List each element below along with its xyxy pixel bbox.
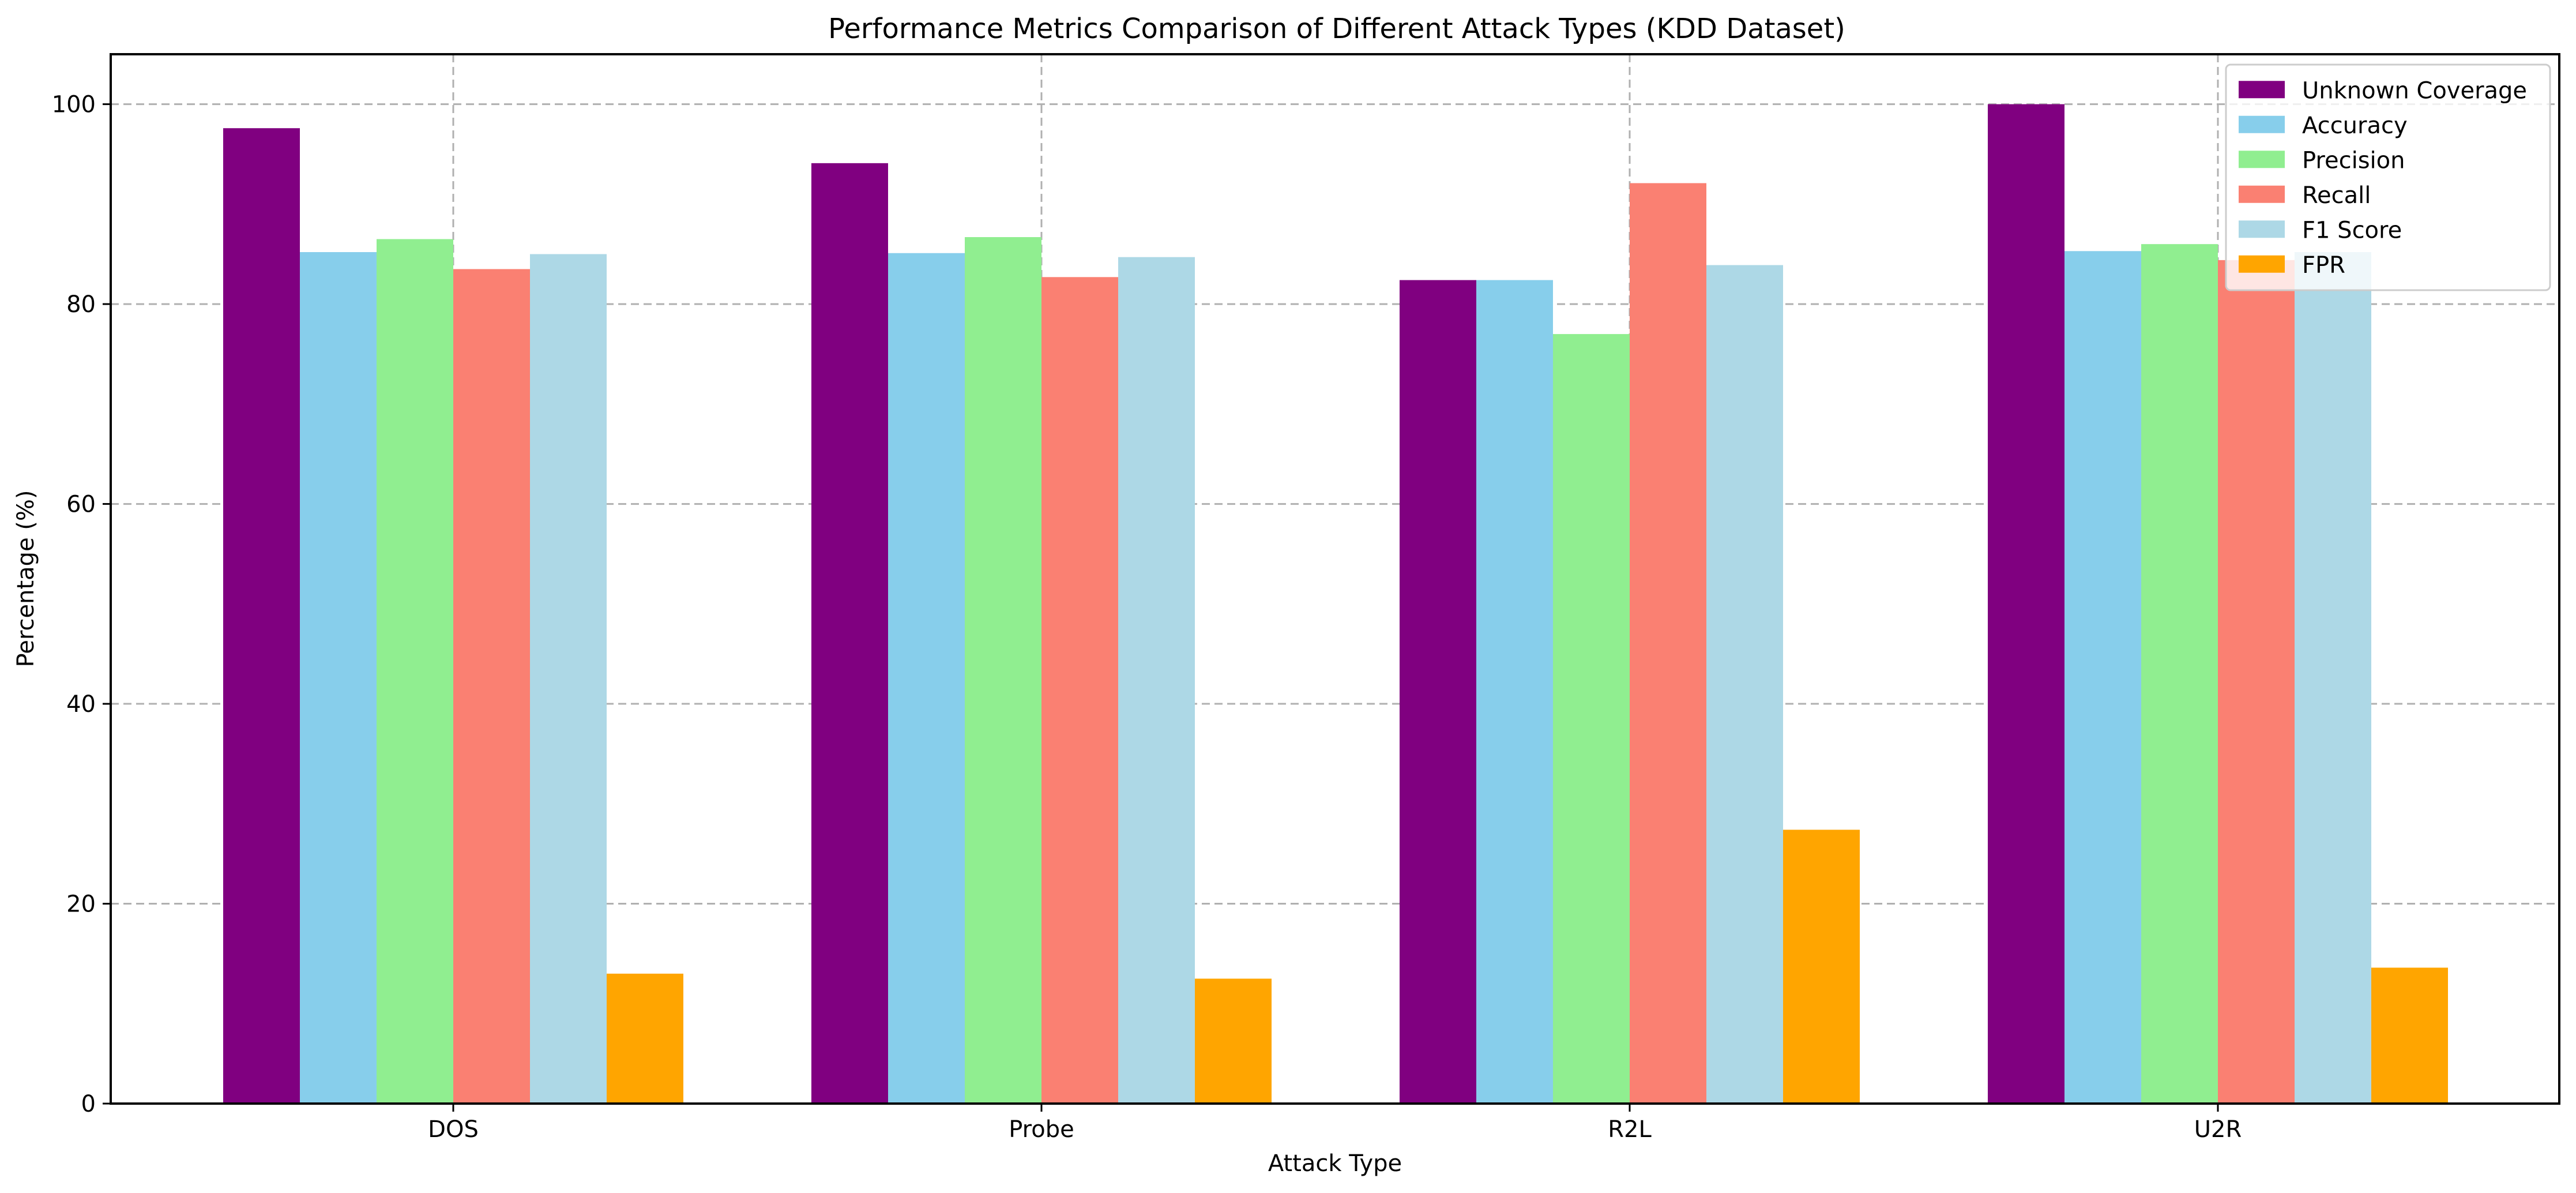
bar: [1041, 277, 1118, 1104]
x-tick-label: R2L: [1608, 1116, 1652, 1143]
bar: [607, 973, 683, 1104]
legend-swatch: [2239, 81, 2285, 99]
y-tick-label: 40: [66, 691, 96, 718]
y-tick-label: 80: [66, 291, 96, 318]
y-tick-label: 60: [66, 492, 96, 518]
y-tick-label: 100: [52, 92, 96, 118]
legend: Unknown Coverage Accuracy Precision Recall F…: [2225, 63, 2551, 291]
bar: [2141, 244, 2218, 1104]
bar: [2371, 967, 2448, 1104]
legend-swatch: [2239, 115, 2285, 133]
axis-ticks: 0 20 40 60 80 100 DOS Probe R2L U2R: [52, 92, 2242, 1143]
bar: [2295, 252, 2371, 1104]
bar: [1476, 280, 1553, 1104]
chart-title: Performance Metrics Comparison of Differ…: [828, 13, 1845, 45]
x-axis-label: Attack Type: [1268, 1150, 1402, 1177]
bar: [1400, 280, 1476, 1104]
bar: [965, 237, 1041, 1104]
legend-label: Precision: [2302, 147, 2405, 174]
bar: [377, 239, 453, 1104]
legend-label: Recall: [2302, 182, 2371, 209]
bar: [1988, 104, 2064, 1104]
y-tick-label: 0: [81, 1091, 96, 1117]
bar: [811, 163, 888, 1104]
bar: [453, 269, 530, 1104]
legend-swatch: [2239, 151, 2285, 168]
bar: [1195, 978, 1272, 1104]
legend-label: FPR: [2302, 252, 2345, 279]
bar: [1553, 334, 1630, 1104]
x-tick-label: Probe: [1009, 1116, 1074, 1143]
bars: [223, 104, 2448, 1104]
legend-label: Unknown Coverage: [2302, 77, 2527, 104]
plot-frame: [110, 53, 2560, 1105]
bar: [2064, 251, 2141, 1104]
legend-swatch: [2239, 185, 2285, 203]
legend-label: Accuracy: [2302, 112, 2408, 139]
bar: [300, 252, 377, 1104]
y-tick-label: 20: [66, 891, 96, 918]
bar: [1783, 830, 1860, 1104]
bar: [530, 254, 607, 1104]
legend-swatch: [2239, 220, 2285, 238]
legend-swatch: [2239, 255, 2285, 273]
bar: [888, 253, 965, 1104]
x-tick-label: U2R: [2194, 1116, 2242, 1143]
legend-frame: [2225, 63, 2551, 291]
y-axis-label: Percentage (%): [13, 490, 39, 667]
bar: [1706, 265, 1783, 1104]
bar: [1118, 257, 1195, 1104]
bar: [223, 128, 300, 1104]
legend-label: F1 Score: [2302, 217, 2402, 243]
x-tick-label: DOS: [428, 1116, 479, 1143]
bar: [1630, 183, 1706, 1104]
bar: [2218, 260, 2295, 1104]
